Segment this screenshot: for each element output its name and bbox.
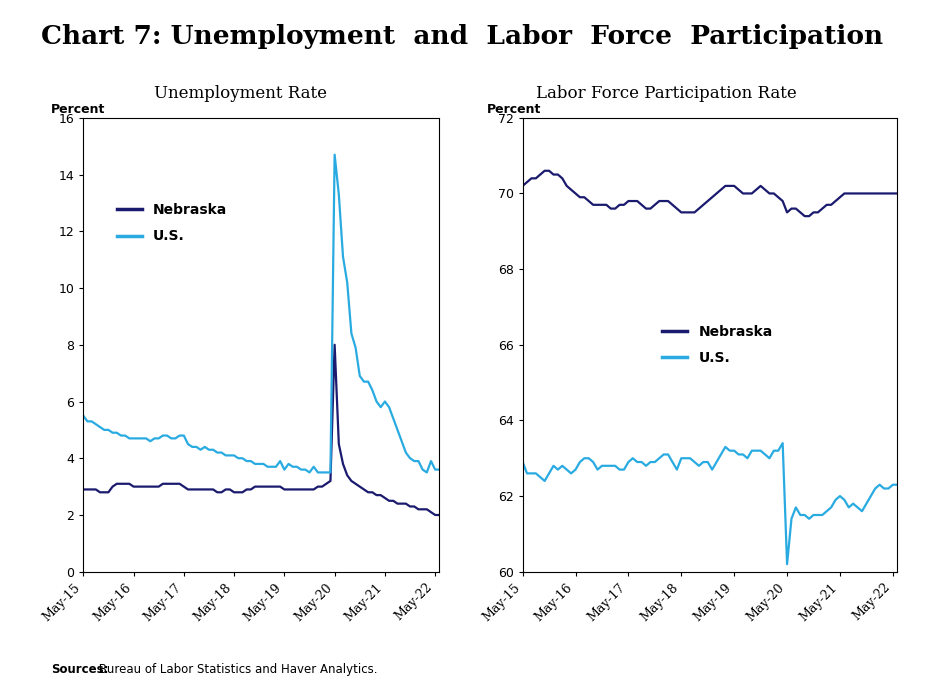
- Text: Percent: Percent: [487, 103, 541, 116]
- Text: Chart 7: Unemployment  and  Labor  Force  Participation: Chart 7: Unemployment and Labor Force Pa…: [42, 24, 883, 49]
- Text: Percent: Percent: [51, 103, 105, 116]
- Legend: Nebraska, U.S.: Nebraska, U.S.: [657, 319, 778, 371]
- Text: Unemployment Rate: Unemployment Rate: [154, 85, 327, 102]
- Text: Labor Force Participation Rate: Labor Force Participation Rate: [536, 85, 796, 102]
- Text: Bureau of Labor Statistics and Haver Analytics.: Bureau of Labor Statistics and Haver Ana…: [95, 663, 377, 676]
- Text: Sources:: Sources:: [51, 663, 108, 676]
- Legend: Nebraska, U.S.: Nebraska, U.S.: [112, 198, 233, 249]
